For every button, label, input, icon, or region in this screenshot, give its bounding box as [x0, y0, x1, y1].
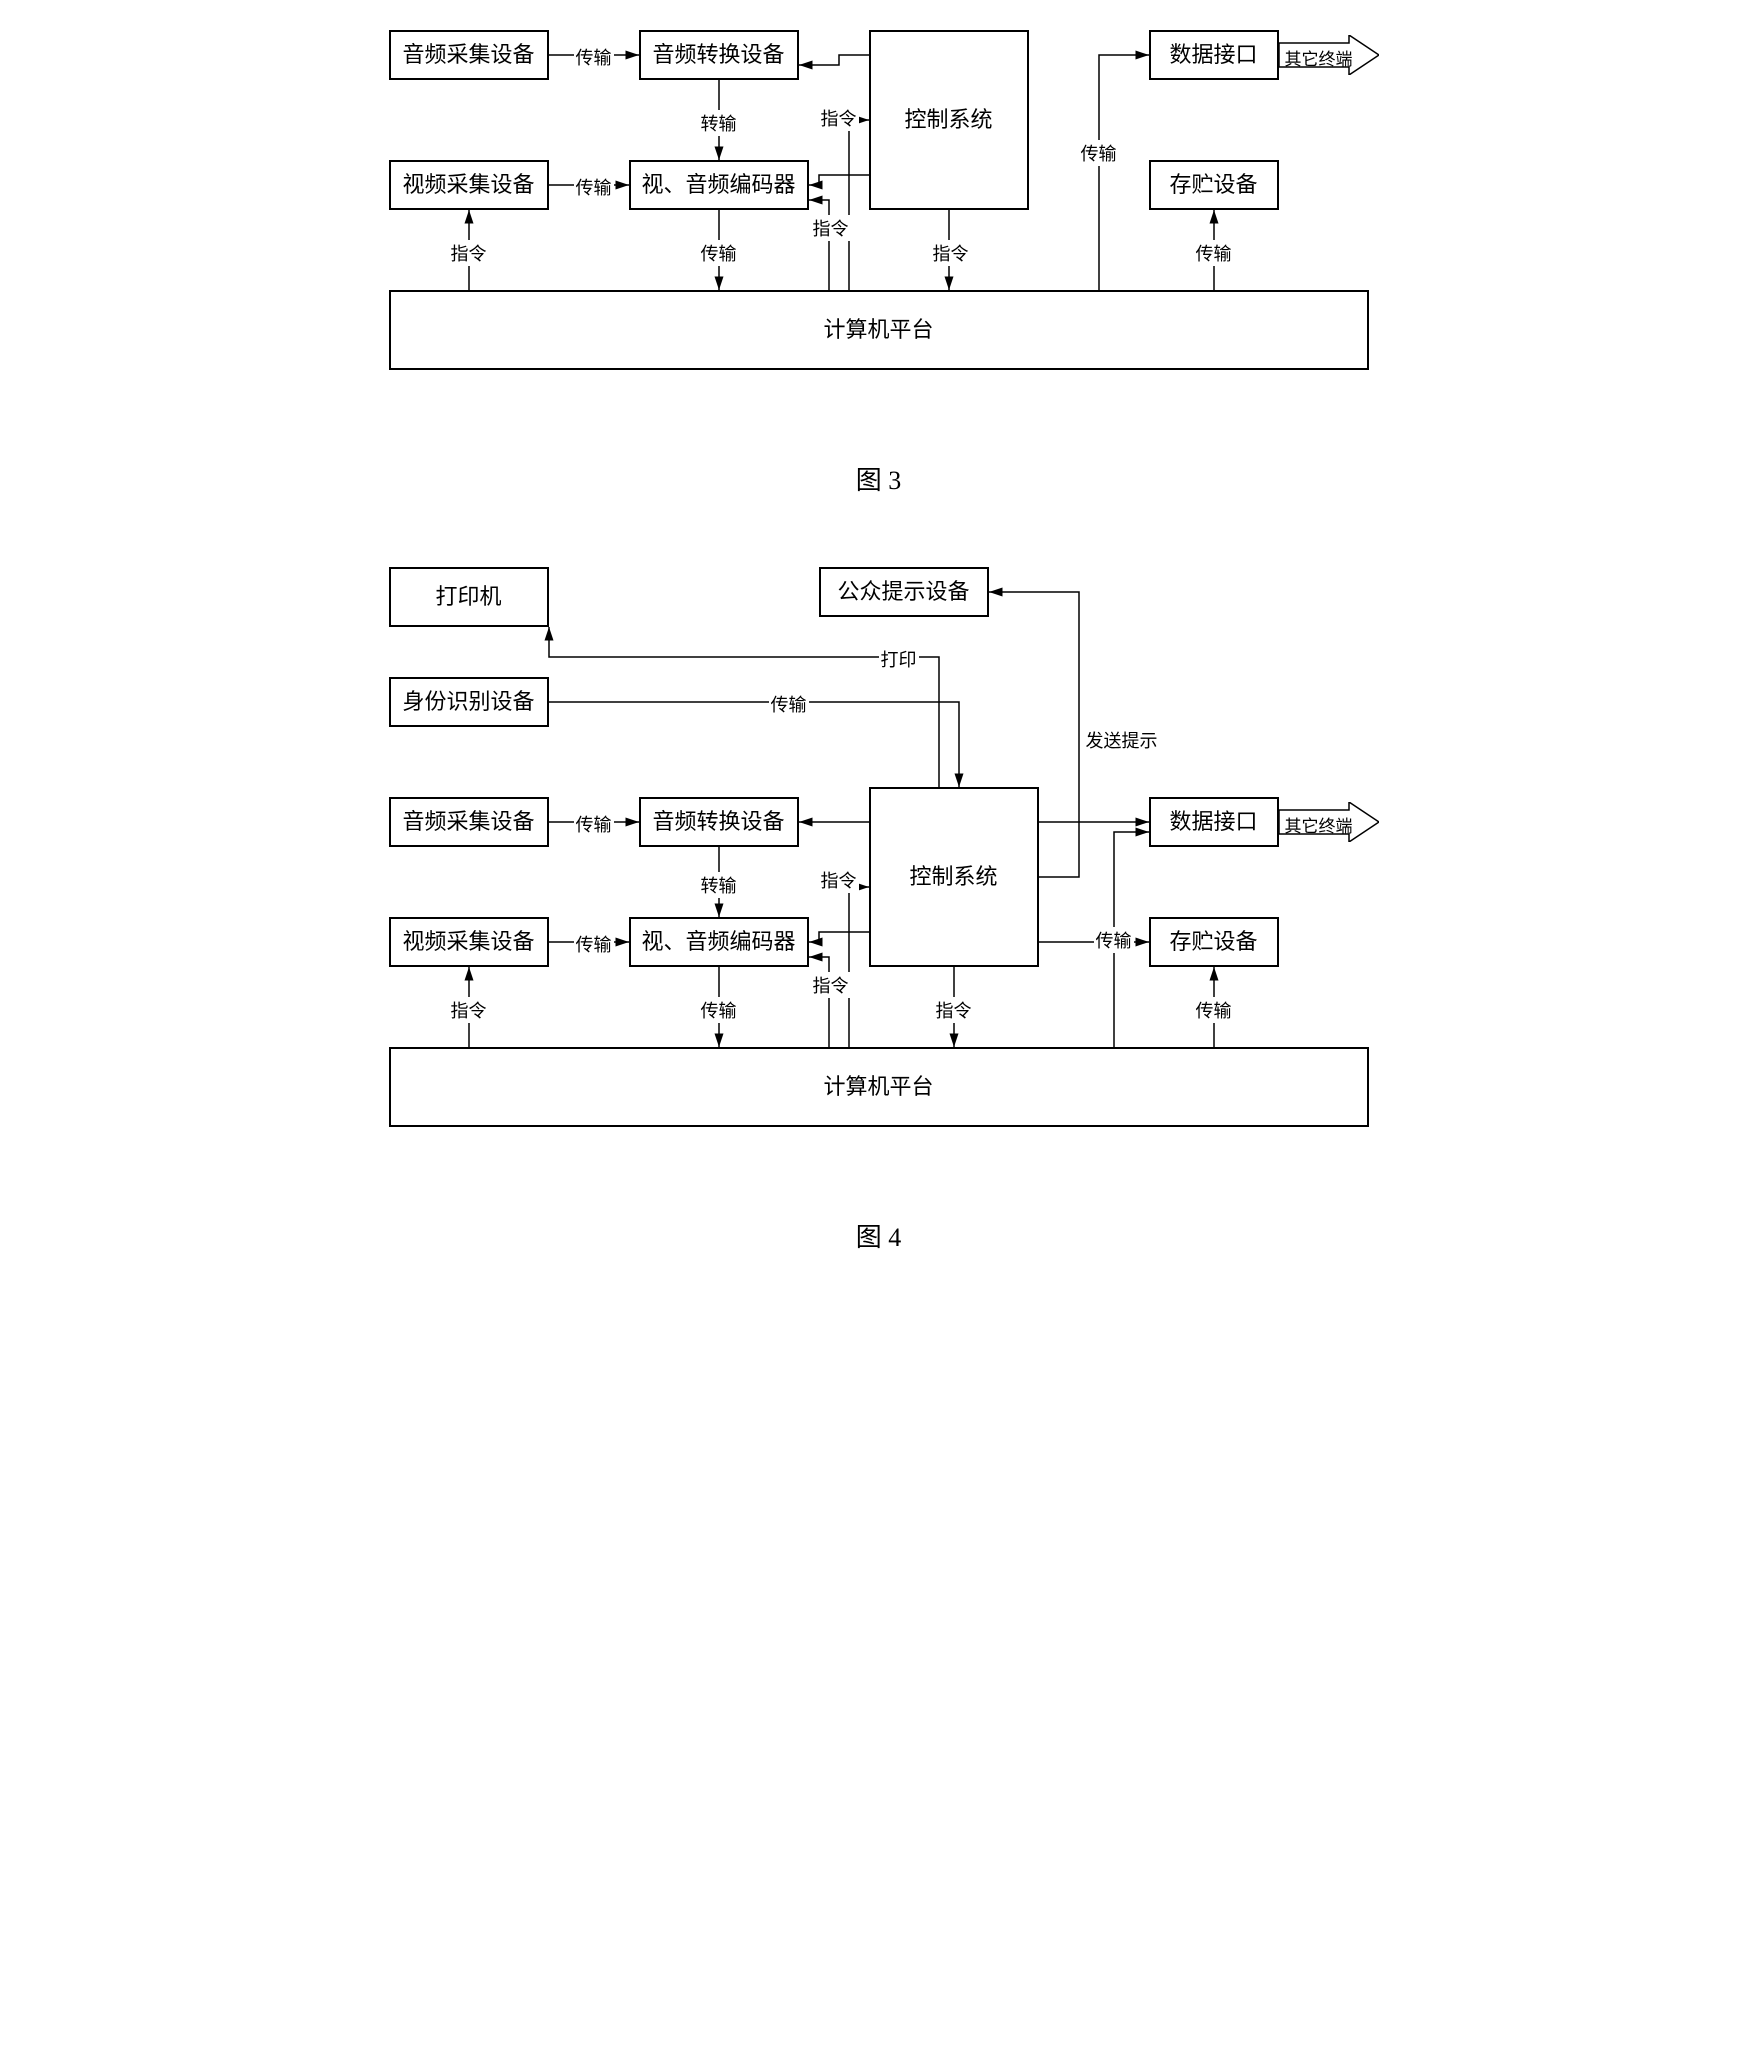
label: 视频采集设备 [402, 171, 534, 200]
box-audio-convert: 音频转换设备 [639, 797, 799, 847]
label: 计算机平台 [823, 1073, 933, 1102]
edge-label: 传输 [699, 240, 739, 266]
edge-label: 传输 [574, 174, 614, 200]
label: 存贮设备 [1169, 928, 1257, 957]
block-arrow-other-terminal: 其它终端 [1279, 35, 1379, 75]
box-encoder: 视、音频编码器 [629, 917, 809, 967]
label: 控制系统 [904, 106, 992, 135]
box-data-interface: 数据接口 [1149, 30, 1279, 80]
edge-label: 发送提示 [1084, 727, 1160, 753]
label: 身份识别设备 [402, 688, 534, 717]
edge-label: 传输 [699, 997, 739, 1023]
box-public-prompt: 公众提示设备 [819, 567, 989, 617]
edge-label: 传输 [1194, 997, 1234, 1023]
label: 视、音频编码器 [641, 928, 795, 957]
edge-label: 传输 [769, 691, 809, 717]
edge-label: 指令 [449, 240, 489, 266]
label: 其它终端 [1285, 812, 1353, 837]
edge-label: 传输 [1194, 240, 1234, 266]
box-computer: 计算机平台 [389, 1047, 1369, 1127]
edge-label: 指令 [934, 997, 974, 1023]
box-video-capture: 视频采集设备 [389, 917, 549, 967]
label: 存贮设备 [1169, 171, 1257, 200]
figure-3: 音频采集设备 音频转换设备 视频采集设备 视、音频编码器 控制系统 数据接口 存… [379, 20, 1379, 420]
box-storage: 存贮设备 [1149, 917, 1279, 967]
box-data-interface: 数据接口 [1149, 797, 1279, 847]
box-control: 控制系统 [869, 30, 1029, 210]
box-control: 控制系统 [869, 787, 1039, 967]
edge-label: 指令 [819, 867, 859, 893]
edge-label: 传输 [574, 44, 614, 70]
box-encoder: 视、音频编码器 [629, 160, 809, 210]
edge-label: 指令 [811, 972, 851, 998]
edge-label: 转输 [699, 110, 739, 136]
edge-label: 指令 [819, 105, 859, 131]
box-id-device: 身份识别设备 [389, 677, 549, 727]
figure-4: 打印机 公众提示设备 身份识别设备 音频采集设备 音频转换设备 视频采集设备 视… [379, 557, 1379, 1177]
box-storage: 存贮设备 [1149, 160, 1279, 210]
label: 其它终端 [1285, 45, 1353, 70]
edge-label: 指令 [811, 215, 851, 241]
edge-label: 传输 [574, 931, 614, 957]
box-video-capture: 视频采集设备 [389, 160, 549, 210]
label: 公众提示设备 [837, 578, 969, 607]
label: 音频转换设备 [652, 41, 784, 70]
label: 打印机 [435, 583, 501, 612]
edge-label: 传输 [574, 811, 614, 837]
edge-label: 传输 [1079, 140, 1119, 166]
label: 数据接口 [1169, 41, 1257, 70]
label: 音频采集设备 [402, 808, 534, 837]
label: 视频采集设备 [402, 928, 534, 957]
label: 音频采集设备 [402, 41, 534, 70]
edge-label: 传输 [1094, 927, 1134, 953]
box-computer: 计算机平台 [389, 290, 1369, 370]
figure-4-caption: 图 4 [20, 1217, 1737, 1254]
edge-label: 转输 [699, 872, 739, 898]
label: 控制系统 [909, 863, 997, 892]
label: 视、音频编码器 [641, 171, 795, 200]
box-audio-convert: 音频转换设备 [639, 30, 799, 80]
box-audio-capture: 音频采集设备 [389, 30, 549, 80]
figure-3-caption: 图 3 [20, 460, 1737, 497]
label: 音频转换设备 [652, 808, 784, 837]
edge-label: 打印 [879, 646, 919, 672]
edge-label: 指令 [931, 240, 971, 266]
label: 计算机平台 [823, 316, 933, 345]
block-arrow-other-terminal: 其它终端 [1279, 802, 1379, 842]
box-printer: 打印机 [389, 567, 549, 627]
edge-label: 指令 [449, 997, 489, 1023]
box-audio-capture: 音频采集设备 [389, 797, 549, 847]
label: 数据接口 [1169, 808, 1257, 837]
